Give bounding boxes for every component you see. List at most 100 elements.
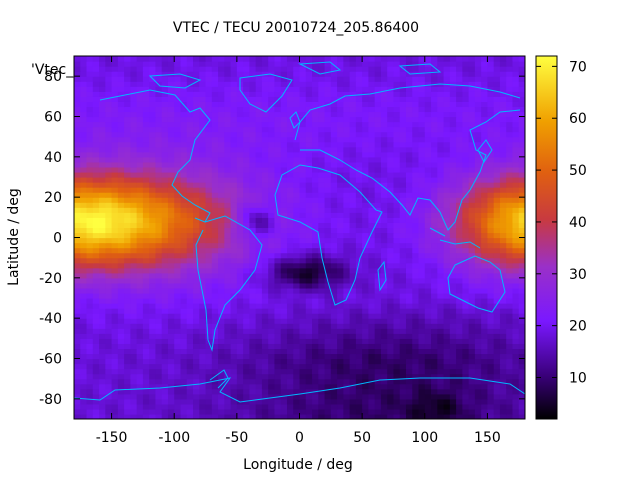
heatmap-cell	[487, 217, 495, 223]
heatmap-cell	[462, 96, 470, 102]
heatmap-cell	[99, 313, 106, 319]
heatmap-cell	[155, 91, 163, 97]
heatmap-cell	[199, 403, 207, 410]
heatmap-cell	[493, 187, 501, 193]
heatmap-cell	[230, 182, 238, 188]
heatmap-cell	[380, 242, 388, 249]
heatmap-cell	[261, 146, 269, 153]
heatmap-cell	[380, 146, 388, 153]
heatmap-cell	[255, 308, 263, 314]
heatmap-cell	[337, 91, 344, 97]
heatmap-cell	[230, 282, 238, 289]
heatmap-cell	[349, 86, 357, 92]
heatmap-cell	[180, 121, 188, 128]
heatmap-cell	[462, 323, 470, 329]
heatmap-cell	[199, 156, 207, 163]
heatmap-cell	[393, 222, 401, 229]
heatmap-cell	[449, 217, 457, 223]
heatmap-cell	[74, 292, 81, 299]
heatmap-cell	[393, 177, 401, 183]
heatmap-cell	[124, 111, 131, 118]
heatmap-cell	[387, 348, 395, 355]
heatmap-cell	[512, 287, 520, 294]
heatmap-cell	[142, 303, 150, 309]
heatmap-cell	[274, 101, 282, 108]
heatmap-cell	[481, 207, 489, 213]
heatmap-cell	[405, 343, 413, 350]
heatmap-cell	[174, 252, 182, 259]
heatmap-cell	[393, 71, 401, 77]
heatmap-cell	[412, 141, 420, 148]
heatmap-cell	[412, 343, 420, 350]
heatmap-cell	[230, 262, 238, 269]
heatmap-cell	[424, 272, 432, 279]
heatmap-cell	[105, 187, 113, 193]
heatmap-cell	[337, 177, 344, 183]
heatmap-cell	[117, 192, 125, 198]
heatmap-cell	[280, 171, 288, 178]
heatmap-cell	[280, 348, 288, 355]
heatmap-cell	[387, 86, 395, 92]
heatmap-cell	[393, 106, 401, 113]
heatmap-cell	[236, 192, 244, 198]
heatmap-cell	[80, 212, 88, 218]
heatmap-cell	[117, 373, 125, 380]
heatmap-cell	[412, 282, 420, 289]
heatmap-cell	[117, 413, 125, 419]
heatmap-cell	[99, 81, 106, 87]
heatmap-cell	[399, 267, 407, 274]
heatmap-cell	[393, 227, 401, 234]
heatmap-cell	[236, 247, 244, 254]
heatmap-cell	[236, 146, 244, 153]
heatmap-cell	[387, 368, 395, 375]
heatmap-cell	[337, 323, 344, 329]
heatmap-cell	[86, 267, 94, 274]
heatmap-cell	[493, 126, 501, 133]
heatmap-cell	[161, 328, 169, 334]
heatmap-cell	[117, 161, 125, 168]
heatmap-cell	[305, 328, 313, 334]
heatmap-cell	[506, 368, 514, 375]
heatmap-cell	[318, 86, 326, 92]
heatmap-cell	[368, 207, 376, 213]
heatmap-cell	[155, 408, 163, 415]
heatmap-cell	[493, 318, 501, 324]
heatmap-cell	[211, 242, 219, 249]
heatmap-cell	[117, 267, 125, 274]
heatmap-cell	[312, 121, 319, 128]
heatmap-cell	[512, 197, 520, 203]
heatmap-cell	[456, 348, 463, 355]
heatmap-cell	[149, 121, 157, 128]
heatmap-cell	[299, 308, 307, 314]
heatmap-cell	[330, 131, 338, 138]
heatmap-cell	[349, 212, 357, 218]
heatmap-cell	[299, 222, 307, 229]
heatmap-cell	[362, 338, 369, 344]
heatmap-cell	[261, 136, 269, 143]
heatmap-cell	[362, 413, 369, 419]
heatmap-cell	[393, 363, 401, 370]
heatmap-cell	[462, 298, 470, 304]
heatmap-cell	[261, 343, 269, 350]
heatmap-cell	[474, 217, 482, 223]
heatmap-cell	[174, 328, 182, 334]
heatmap-cell	[74, 136, 81, 143]
heatmap-cell	[255, 161, 263, 168]
heatmap-cell	[249, 323, 257, 329]
heatmap-cell	[506, 247, 514, 254]
heatmap-cell	[293, 192, 301, 198]
heatmap-cell	[218, 202, 225, 208]
heatmap-cell	[462, 318, 470, 324]
heatmap-cell	[280, 212, 288, 218]
heatmap-cell	[449, 413, 457, 419]
heatmap-cell	[80, 252, 88, 259]
heatmap-cell	[255, 413, 263, 419]
heatmap-cell	[512, 116, 520, 123]
heatmap-cell	[312, 136, 319, 143]
heatmap-cell	[186, 368, 194, 375]
heatmap-cell	[124, 318, 131, 324]
heatmap-cell	[443, 308, 451, 314]
heatmap-cell	[343, 202, 351, 208]
heatmap-cell	[393, 303, 401, 309]
heatmap-cell	[167, 267, 175, 274]
